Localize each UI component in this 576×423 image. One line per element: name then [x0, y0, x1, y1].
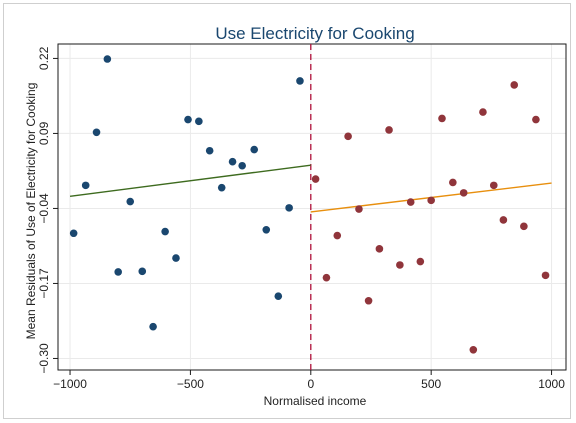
data-point: [69, 229, 78, 238]
data-point: [285, 204, 293, 212]
data-point: [296, 77, 304, 85]
x-tick-label: 500: [421, 377, 441, 391]
data-point: [138, 267, 147, 276]
data-point: [449, 178, 457, 187]
data-point: [489, 181, 498, 190]
data-point: [172, 254, 180, 262]
y-axis-ticks: −0.30 −0.17 −0.04 0.09 0.22: [37, 46, 58, 374]
y-tick-label: 0.09: [37, 121, 51, 145]
data-point: [322, 273, 331, 282]
data-point: [355, 205, 363, 213]
y-tick-label: −0.17: [37, 268, 51, 299]
data-point: [375, 245, 384, 253]
data-point: [427, 196, 435, 205]
x-axis-label: Normalised income: [264, 394, 367, 408]
data-point: [532, 115, 540, 124]
data-point: [161, 227, 169, 236]
data-point: [499, 216, 508, 224]
y-tick-label: 0.22: [37, 46, 51, 70]
data-point: [205, 146, 214, 155]
data-point: [103, 55, 112, 63]
chart-title: Use Electricity for Cooking: [215, 24, 414, 43]
x-axis-ticks: −1000 −500 0 500 1000: [53, 370, 565, 391]
data-point: [92, 128, 101, 137]
data-point: [469, 346, 478, 354]
y-tick-label: −0.30: [37, 343, 51, 374]
data-point: [81, 181, 90, 190]
plot-frame: [57, 43, 567, 371]
data-point: [250, 145, 259, 154]
data-points: [69, 55, 550, 354]
x-tick-label: −1000: [53, 377, 87, 391]
chart-border: [3, 3, 571, 419]
data-point: [385, 126, 393, 134]
data-point: [396, 261, 404, 269]
data-point: [195, 117, 203, 126]
data-point: [479, 108, 487, 116]
data-point: [114, 268, 122, 276]
data-point: [459, 189, 468, 197]
data-point: [311, 175, 320, 183]
data-point: [510, 81, 519, 89]
data-point: [541, 271, 550, 280]
data-point: [126, 197, 135, 206]
data-point: [217, 183, 226, 192]
data-point: [520, 222, 528, 231]
data-point: [262, 225, 271, 234]
y-axis-label: Mean Residuals of Use of Electricity for…: [24, 83, 38, 340]
fit-line: [69, 164, 311, 198]
data-point: [364, 296, 373, 305]
data-point: [149, 322, 157, 331]
data-point: [184, 115, 192, 124]
data-point: [274, 292, 283, 300]
data-point: [333, 231, 342, 240]
data-point: [416, 257, 425, 266]
x-tick-label: 1000: [538, 377, 565, 391]
data-point: [228, 157, 237, 166]
data-point: [344, 132, 352, 141]
data-point: [238, 161, 246, 170]
y-tick-label: −0.04: [37, 193, 51, 224]
x-tick-label: −500: [177, 377, 204, 391]
x-tick-label: 0: [307, 377, 314, 391]
data-point: [438, 114, 446, 123]
data-point: [406, 198, 415, 206]
grid: [58, 44, 566, 370]
